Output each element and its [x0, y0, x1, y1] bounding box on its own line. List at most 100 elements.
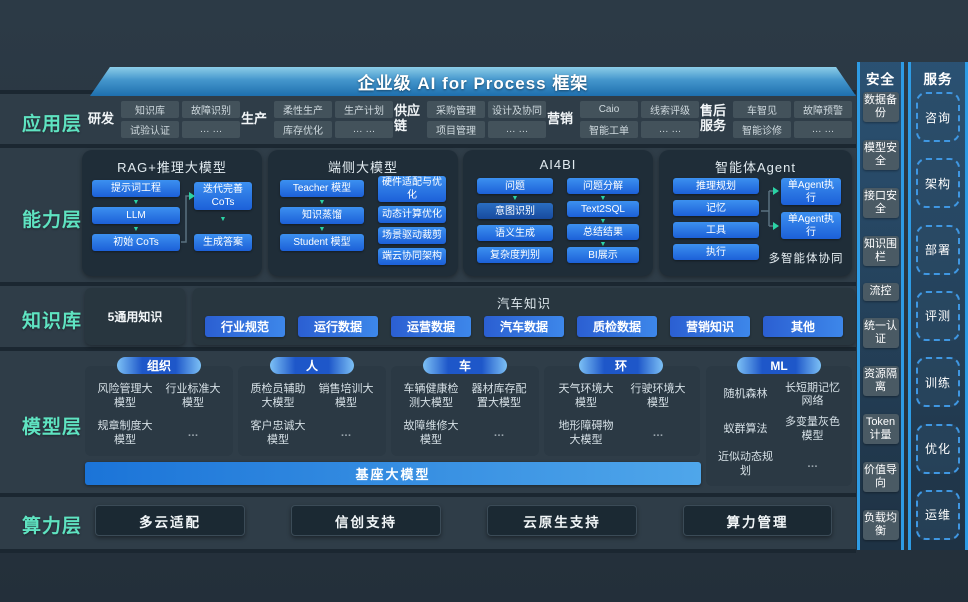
cap-box-ai4bi: AI4BI 问题 ▼ 意图识别 语义生成 复杂度判别 问题分解 ▼ Text2S…	[463, 150, 653, 276]
model-item-more: …	[493, 426, 505, 439]
layer-separator	[0, 549, 856, 553]
agent-footer-label: 多智能体协同	[768, 253, 844, 265]
knowledge-button: 行业规范	[205, 316, 285, 337]
flow-step: Student 模型	[280, 234, 364, 251]
app-group-name: 生产	[241, 110, 268, 126]
flow-step: 问题分解	[567, 178, 639, 194]
base-model-bar: 基座大模型	[85, 462, 701, 485]
service-column-title: 服务	[923, 72, 953, 87]
model-box-environment: 天气环境大模型 行驶环境大模型 地形障碍物大模型 …	[544, 366, 700, 456]
app-group-marketing: 营销 Caio 线索评级 智能工单 … …	[547, 100, 699, 138]
security-column: 安全 数据备份 模型安全 接口安全 知识围栏 流控 统一认证 资源隔离 Toke…	[857, 62, 904, 550]
flow-step: 生成答案	[194, 234, 252, 251]
model-item: 规章制度大模型	[97, 419, 153, 446]
cap-box-title: RAG+推理大模型	[117, 160, 227, 175]
model-item: 多变量灰色模型	[785, 416, 840, 442]
model-item: 故障维修大模型	[403, 419, 459, 446]
security-item: 数据备份	[862, 92, 899, 123]
down-arrow-icon: ▼	[599, 195, 607, 202]
service-item: 评测	[916, 290, 960, 341]
model-item: 行驶环境大模型	[630, 382, 686, 409]
model-pill-ml: ML	[737, 357, 821, 374]
security-item: 模型安全	[862, 139, 899, 171]
knowledge-button: 营销知识	[670, 316, 750, 337]
knowledge-button: 运营数据	[391, 316, 471, 337]
knowledge-button: 质检数据	[577, 316, 657, 337]
model-item-more: …	[187, 426, 199, 439]
down-arrow-icon: ▼	[511, 195, 519, 202]
service-item: 架构	[916, 158, 960, 209]
app-item-more: … …	[794, 120, 852, 138]
down-arrow-icon: ▼	[318, 226, 326, 233]
model-item: 行业标准大模型	[165, 382, 221, 409]
model-pill-vehicle: 车	[423, 357, 507, 374]
app-item-more: … …	[182, 120, 240, 138]
app-group-production: 生产 柔性生产 生产计划 库存优化 … …	[241, 100, 393, 138]
agent-component: 工具	[673, 222, 759, 238]
layer-label-knowledge: 知识库	[21, 311, 82, 332]
knowledge-domain-box: 汽车知识 行业规范 运行数据 运营数据 汽车数据 质检数据 营销知识 其他	[193, 288, 855, 345]
model-item: 客户忠诚大模型	[250, 419, 306, 446]
app-item-grid: 知识库 故障识别 试验认证 … …	[121, 100, 240, 138]
model-pill-people: 人	[270, 357, 354, 374]
layer-label-capability: 能力层	[21, 210, 82, 231]
app-item-grid: Caio 线索评级 智能工单 … …	[580, 100, 699, 138]
app-item-grid: 柔性生产 生产计划 库存优化 … …	[274, 100, 393, 138]
service-column: 服务 咨询 架构 部署 评测 训练 优化 运维	[908, 62, 968, 550]
knowledge-general-box: 5通用知识	[85, 288, 185, 345]
compute-item-multicloud: 多云适配	[95, 505, 245, 536]
cap-box-edge-model: 端侧大模型 Teacher 模型 ▼ 知识蒸馏 ▼ Student 模型 硬件适…	[268, 150, 458, 276]
down-arrow-icon: ▼	[599, 241, 607, 248]
model-pill-environment: 环	[579, 357, 663, 374]
security-item: 价值导向	[862, 461, 899, 493]
service-item: 运维	[916, 489, 960, 540]
model-item: 天气环境大模型	[558, 382, 614, 409]
security-item: 资源隔离	[862, 365, 899, 397]
agent-executor: 单Agent执行	[781, 178, 841, 205]
flow-step: LLM	[92, 207, 180, 224]
app-item: 车智见	[733, 100, 791, 118]
model-item: 风险管理大模型	[97, 382, 153, 409]
down-arrow-icon: ▼	[219, 216, 227, 223]
flow-step: Teacher 模型	[280, 180, 364, 197]
flow-step: 总结结果	[567, 224, 639, 240]
cap-box-title: AI4BI	[539, 157, 577, 172]
service-item-list: 咨询 架构 部署 评测 训练 优化 运维	[915, 92, 961, 540]
compute-item-powermgmt: 算力管理	[683, 505, 832, 536]
app-item: 智能工单	[580, 120, 638, 138]
agent-component: 执行	[673, 244, 759, 260]
cap-box-agent: 智能体Agent 推理规划 记忆 工具 执行 单Agent执行 单Agent执行…	[659, 150, 852, 276]
app-item: 试验认证	[121, 120, 179, 138]
flow-step: BI展示	[567, 247, 639, 263]
layer-separator	[0, 493, 856, 497]
app-item-more: … …	[488, 120, 546, 138]
security-item: 流控	[862, 283, 899, 301]
app-item: 柔性生产	[274, 100, 332, 118]
model-item-more: …	[807, 457, 818, 470]
flow-step: 语义生成	[477, 225, 553, 241]
model-pill-organization: 组织	[117, 357, 201, 374]
model-item-more: …	[652, 426, 664, 439]
flow-step: 初始 CoTs	[92, 234, 180, 251]
app-item: 采购管理	[427, 100, 485, 118]
security-column-title: 安全	[866, 72, 895, 87]
app-group-name: 研发	[88, 110, 115, 126]
layer-label-compute: 算力层	[21, 516, 82, 537]
flow-connector	[761, 187, 779, 230]
security-item: 接口安全	[862, 187, 899, 219]
app-group-aftersales: 售后服务 车智见 故障预警 智能诊修 … …	[700, 100, 852, 138]
service-item: 优化	[916, 423, 960, 474]
feature-chip: 场景驱动裁剪	[378, 227, 446, 244]
app-item: 线索评级	[641, 100, 699, 118]
app-item: 知识库	[121, 100, 179, 118]
feature-chip: 动态计算优化	[378, 206, 446, 223]
security-item: 负载均衡	[862, 509, 899, 540]
layer-label-model: 模型层	[21, 417, 82, 438]
model-item: 车辆健康检测大模型	[403, 382, 459, 409]
app-group-name: 供应链	[394, 103, 421, 133]
app-item-grid: 车智见 故障预警 智能诊修 … …	[733, 100, 852, 138]
compute-item-cloudnative: 云原生支持	[487, 505, 637, 536]
app-item: 设计及协同	[488, 100, 546, 118]
feature-chip: 硬件适配与优化	[378, 176, 446, 202]
